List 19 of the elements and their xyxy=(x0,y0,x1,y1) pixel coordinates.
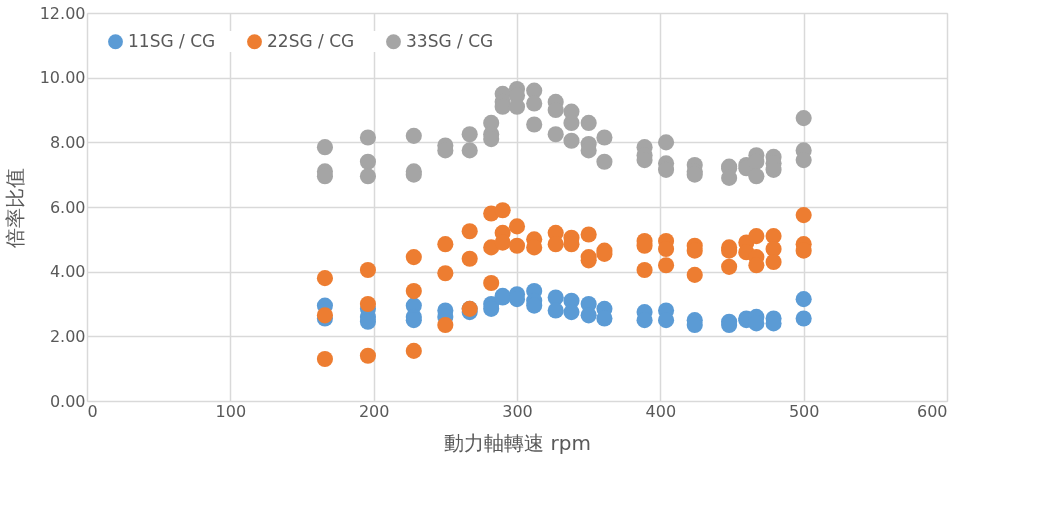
y-tick-label: 4.00 xyxy=(49,262,86,282)
x-tick-label: 100 xyxy=(215,401,247,421)
y-tick-label: 8.00 xyxy=(49,132,86,152)
x-axis-title: 動力軸轉速 rpm xyxy=(444,430,591,455)
legend-label: 11SG / CG xyxy=(128,30,216,51)
y-tick-label: 6.00 xyxy=(49,197,86,217)
y-tick-label: 2.00 xyxy=(49,326,86,346)
y-tick-label: 12.00 xyxy=(39,3,86,23)
y-tick-label: 0.00 xyxy=(49,391,86,411)
x-tick-label: 600 xyxy=(916,401,948,421)
legend-label: 33SG / CG xyxy=(406,30,494,51)
x-tick-label: 0 xyxy=(87,401,98,421)
x-tick-label: 200 xyxy=(358,401,390,421)
y-axis-title: 倍率比值 xyxy=(2,167,27,248)
x-tick-label: 500 xyxy=(788,401,820,421)
legend-label: 22SG / CG xyxy=(267,30,355,51)
x-tick-label: 300 xyxy=(502,401,533,421)
y-tick-label: 10.00 xyxy=(39,68,86,88)
x-tick-label: 400 xyxy=(645,401,677,421)
